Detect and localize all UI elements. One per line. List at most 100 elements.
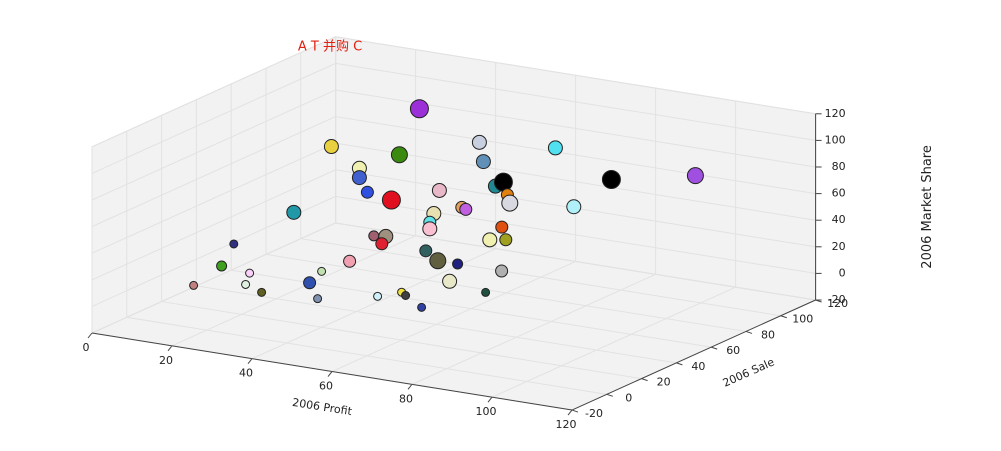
bubble: [257, 287, 267, 297]
tick-mark: [780, 315, 787, 319]
grid-line: [91, 116, 336, 228]
y-tick-label: 80: [761, 328, 775, 341]
tick-mark: [487, 396, 493, 403]
bubble: [351, 170, 367, 186]
bubble: [601, 169, 621, 189]
grid-line: [335, 222, 816, 301]
z-tick-label: 60: [832, 187, 846, 200]
x-axis-line: [91, 332, 573, 411]
grid-line: [91, 62, 336, 174]
z-tick-label: 0: [839, 266, 846, 279]
grid-line: [91, 169, 336, 281]
bubble: [381, 190, 401, 210]
grid-line: [491, 286, 736, 398]
grid-line: [265, 253, 747, 332]
bubble: [373, 291, 383, 301]
grid-line: [91, 36, 336, 148]
tick-mark: [606, 393, 613, 397]
bubble: [313, 294, 323, 304]
y-tick-label: 0: [625, 391, 632, 404]
grid-line: [161, 301, 642, 380]
y-axis-line: [571, 299, 816, 411]
bubble: [493, 172, 513, 192]
bubble: [229, 239, 239, 249]
tick-mark: [571, 409, 579, 413]
y-tick-label: -20: [585, 407, 603, 420]
z-tick-label: 100: [825, 133, 846, 146]
bubble: [417, 302, 427, 312]
bubble: [401, 291, 411, 301]
bubble: [390, 146, 408, 164]
z-tick-label: 80: [832, 160, 846, 173]
grid-line: [335, 36, 816, 115]
bubble: [422, 221, 438, 237]
tick-mark: [247, 358, 253, 364]
grid-line: [335, 142, 816, 221]
bubble: [419, 244, 433, 258]
bubble: [566, 199, 582, 215]
bubble: [241, 279, 251, 289]
grid-line: [171, 235, 416, 347]
bubble: [471, 134, 487, 150]
bubble: [482, 232, 498, 248]
y-axis-label: 2006 Sale: [721, 355, 777, 389]
tick-mark: [676, 362, 683, 366]
grid-line: [335, 62, 816, 141]
x-axis-label: 2006 Profit: [291, 396, 353, 418]
bubble: [452, 258, 464, 270]
bubble: [286, 204, 302, 220]
y-tick-label: 40: [691, 360, 705, 373]
z-tick-label: 120: [825, 107, 846, 120]
x-tick-label: 80: [399, 392, 413, 405]
grid-line: [91, 89, 336, 201]
bubble: [475, 154, 491, 170]
x-tick-label: 60: [319, 380, 333, 393]
bubble: [459, 202, 473, 216]
tick-mark: [711, 346, 718, 350]
tick-mark: [167, 345, 173, 352]
x-tick-label: 120: [556, 418, 577, 431]
x-tick-label: 0: [83, 341, 90, 354]
bubble: [409, 99, 429, 119]
bubble: [189, 280, 199, 290]
bubble: [499, 233, 513, 247]
bubble: [343, 254, 357, 268]
bubble: [216, 260, 228, 272]
y-tick-label: 20: [657, 376, 671, 389]
bubble: [317, 266, 327, 276]
grid-line: [335, 116, 816, 195]
grid-line: [196, 285, 677, 364]
chart-title: A T 并购 C: [298, 39, 362, 55]
bubble: [375, 237, 389, 251]
z-axis-label: 2006 Market Share: [920, 145, 935, 269]
bubble: [481, 287, 491, 297]
bubble: [323, 139, 339, 155]
bubble: [303, 276, 317, 290]
tick-mark: [87, 332, 93, 339]
grid-line: [331, 261, 576, 372]
grid-line: [335, 195, 816, 274]
x-tick-label: 40: [239, 367, 253, 380]
grid-line: [300, 238, 781, 317]
tick-mark: [567, 409, 573, 416]
tick-mark: [327, 371, 333, 377]
z-tick-label: -20: [828, 293, 846, 306]
x-tick-label: 20: [159, 354, 173, 367]
bubble: [442, 273, 458, 289]
y-tick-label: 100: [792, 313, 813, 326]
tick-mark: [745, 330, 753, 334]
grid-line: [91, 142, 336, 254]
x-tick-label: 100: [476, 405, 497, 418]
bubble: [431, 182, 447, 198]
bubble: [429, 252, 447, 270]
grid-line: [411, 273, 656, 385]
tick-mark: [407, 384, 413, 390]
grid-line: [126, 316, 607, 395]
bubble: [245, 268, 255, 278]
bubble: [501, 194, 519, 212]
bubble: [547, 140, 563, 156]
bubble: [686, 167, 704, 185]
bubble: [495, 264, 509, 278]
bubble: [495, 220, 509, 234]
